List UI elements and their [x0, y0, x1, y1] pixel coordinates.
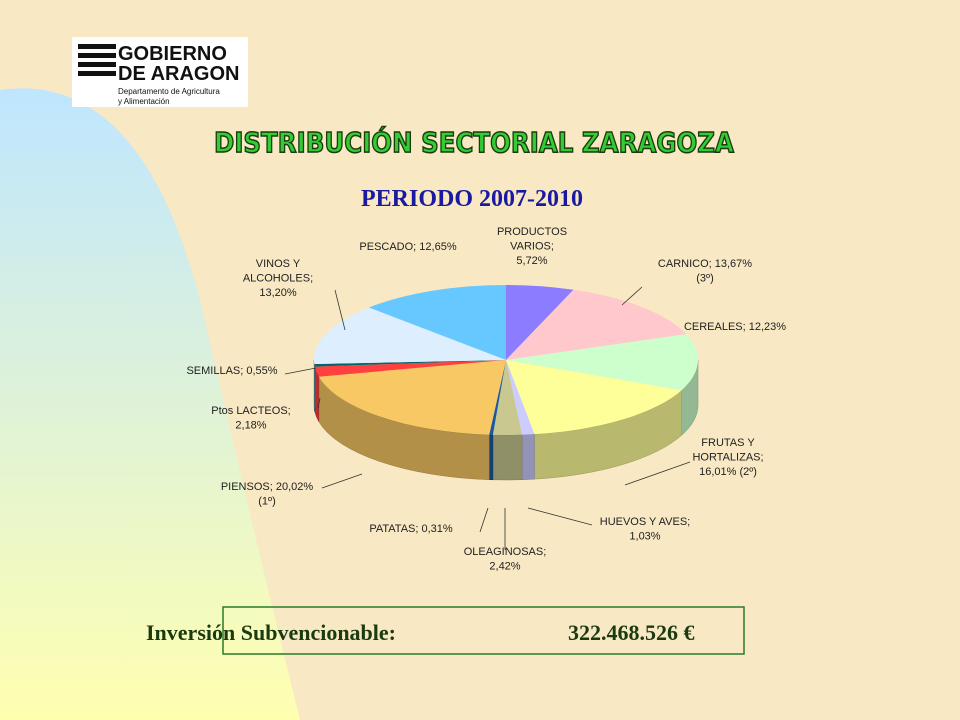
data-label: VARIOS; [510, 241, 554, 253]
pie-slice [506, 360, 535, 435]
data-label: PESCADO; 12,65% [359, 241, 456, 253]
pie [313, 285, 699, 481]
pie-slice [492, 360, 523, 436]
data-label: VINOS Y [256, 258, 301, 270]
data-label: CARNICO; 13,67% [658, 258, 752, 270]
logo-text: DE ARAGON [118, 63, 239, 85]
logo-text: y Alimentación [118, 97, 170, 106]
data-label: HORTALIZAS; [692, 452, 763, 464]
chart-subtitle: PERIODO 2007-2010 [361, 186, 583, 212]
data-label: PATATAS; 0,31% [369, 523, 453, 535]
data-label: 16,01% (2º) [699, 466, 757, 478]
data-label: 5,72% [516, 255, 547, 267]
pie-slice [506, 285, 574, 360]
data-label: SEMILLAS; 0,55% [186, 365, 277, 377]
logo-mark [78, 44, 116, 76]
pie-slice [368, 285, 506, 360]
data-label: CEREALES; 12,23% [684, 321, 786, 333]
data-label: 1,03% [629, 531, 660, 543]
pie-slice-side [521, 433, 535, 480]
decor-curve [0, 88, 300, 720]
pie-slice [506, 360, 682, 435]
logo-text: GOBIERNO [118, 43, 227, 65]
logo: GOBIERNO DE ARAGON Departamento de Agric… [72, 37, 248, 107]
footer-label: Inversión Subvencionable: [146, 620, 396, 645]
chart-title: DISTRIBUCIÓN SECTORIAL ZARAGOZA [214, 125, 734, 159]
logo-text: Departamento de Agricultura [118, 87, 220, 96]
data-label: (1º) [258, 496, 275, 508]
pie-slice [506, 334, 699, 391]
data-label: 2,42% [489, 561, 520, 573]
data-label: HUEVOS Y AVES; [600, 516, 691, 528]
data-label: PRODUCTOS [497, 226, 567, 238]
pie-slice-side [488, 434, 494, 481]
data-label: ALCOHOLES; [243, 273, 313, 285]
pie-slice [313, 307, 506, 365]
pie-slice [314, 360, 506, 367]
labels: PRODUCTOS VARIOS; 5,72% CARNICO; 13,67% (3º)… [186, 226, 786, 573]
leader-lines [284, 286, 691, 550]
footer-amount: 322.468.526 € [568, 620, 695, 645]
pie-slice-side [492, 434, 523, 481]
data-label: PIENSOS; 20,02% [221, 481, 314, 493]
data-label: 13,20% [259, 287, 297, 299]
data-label: 2,18% [235, 420, 266, 432]
data-label: FRUTAS Y [701, 437, 755, 449]
data-label: (3º) [696, 273, 713, 285]
pie-slice [489, 360, 506, 435]
pie-slice [314, 360, 506, 377]
pie-slice [506, 289, 687, 360]
data-label: Ptos LACTEOS; [211, 405, 290, 417]
pie-slice [318, 360, 506, 435]
footer-box [222, 606, 745, 655]
data-label: OLEAGINOSAS; [464, 546, 547, 558]
